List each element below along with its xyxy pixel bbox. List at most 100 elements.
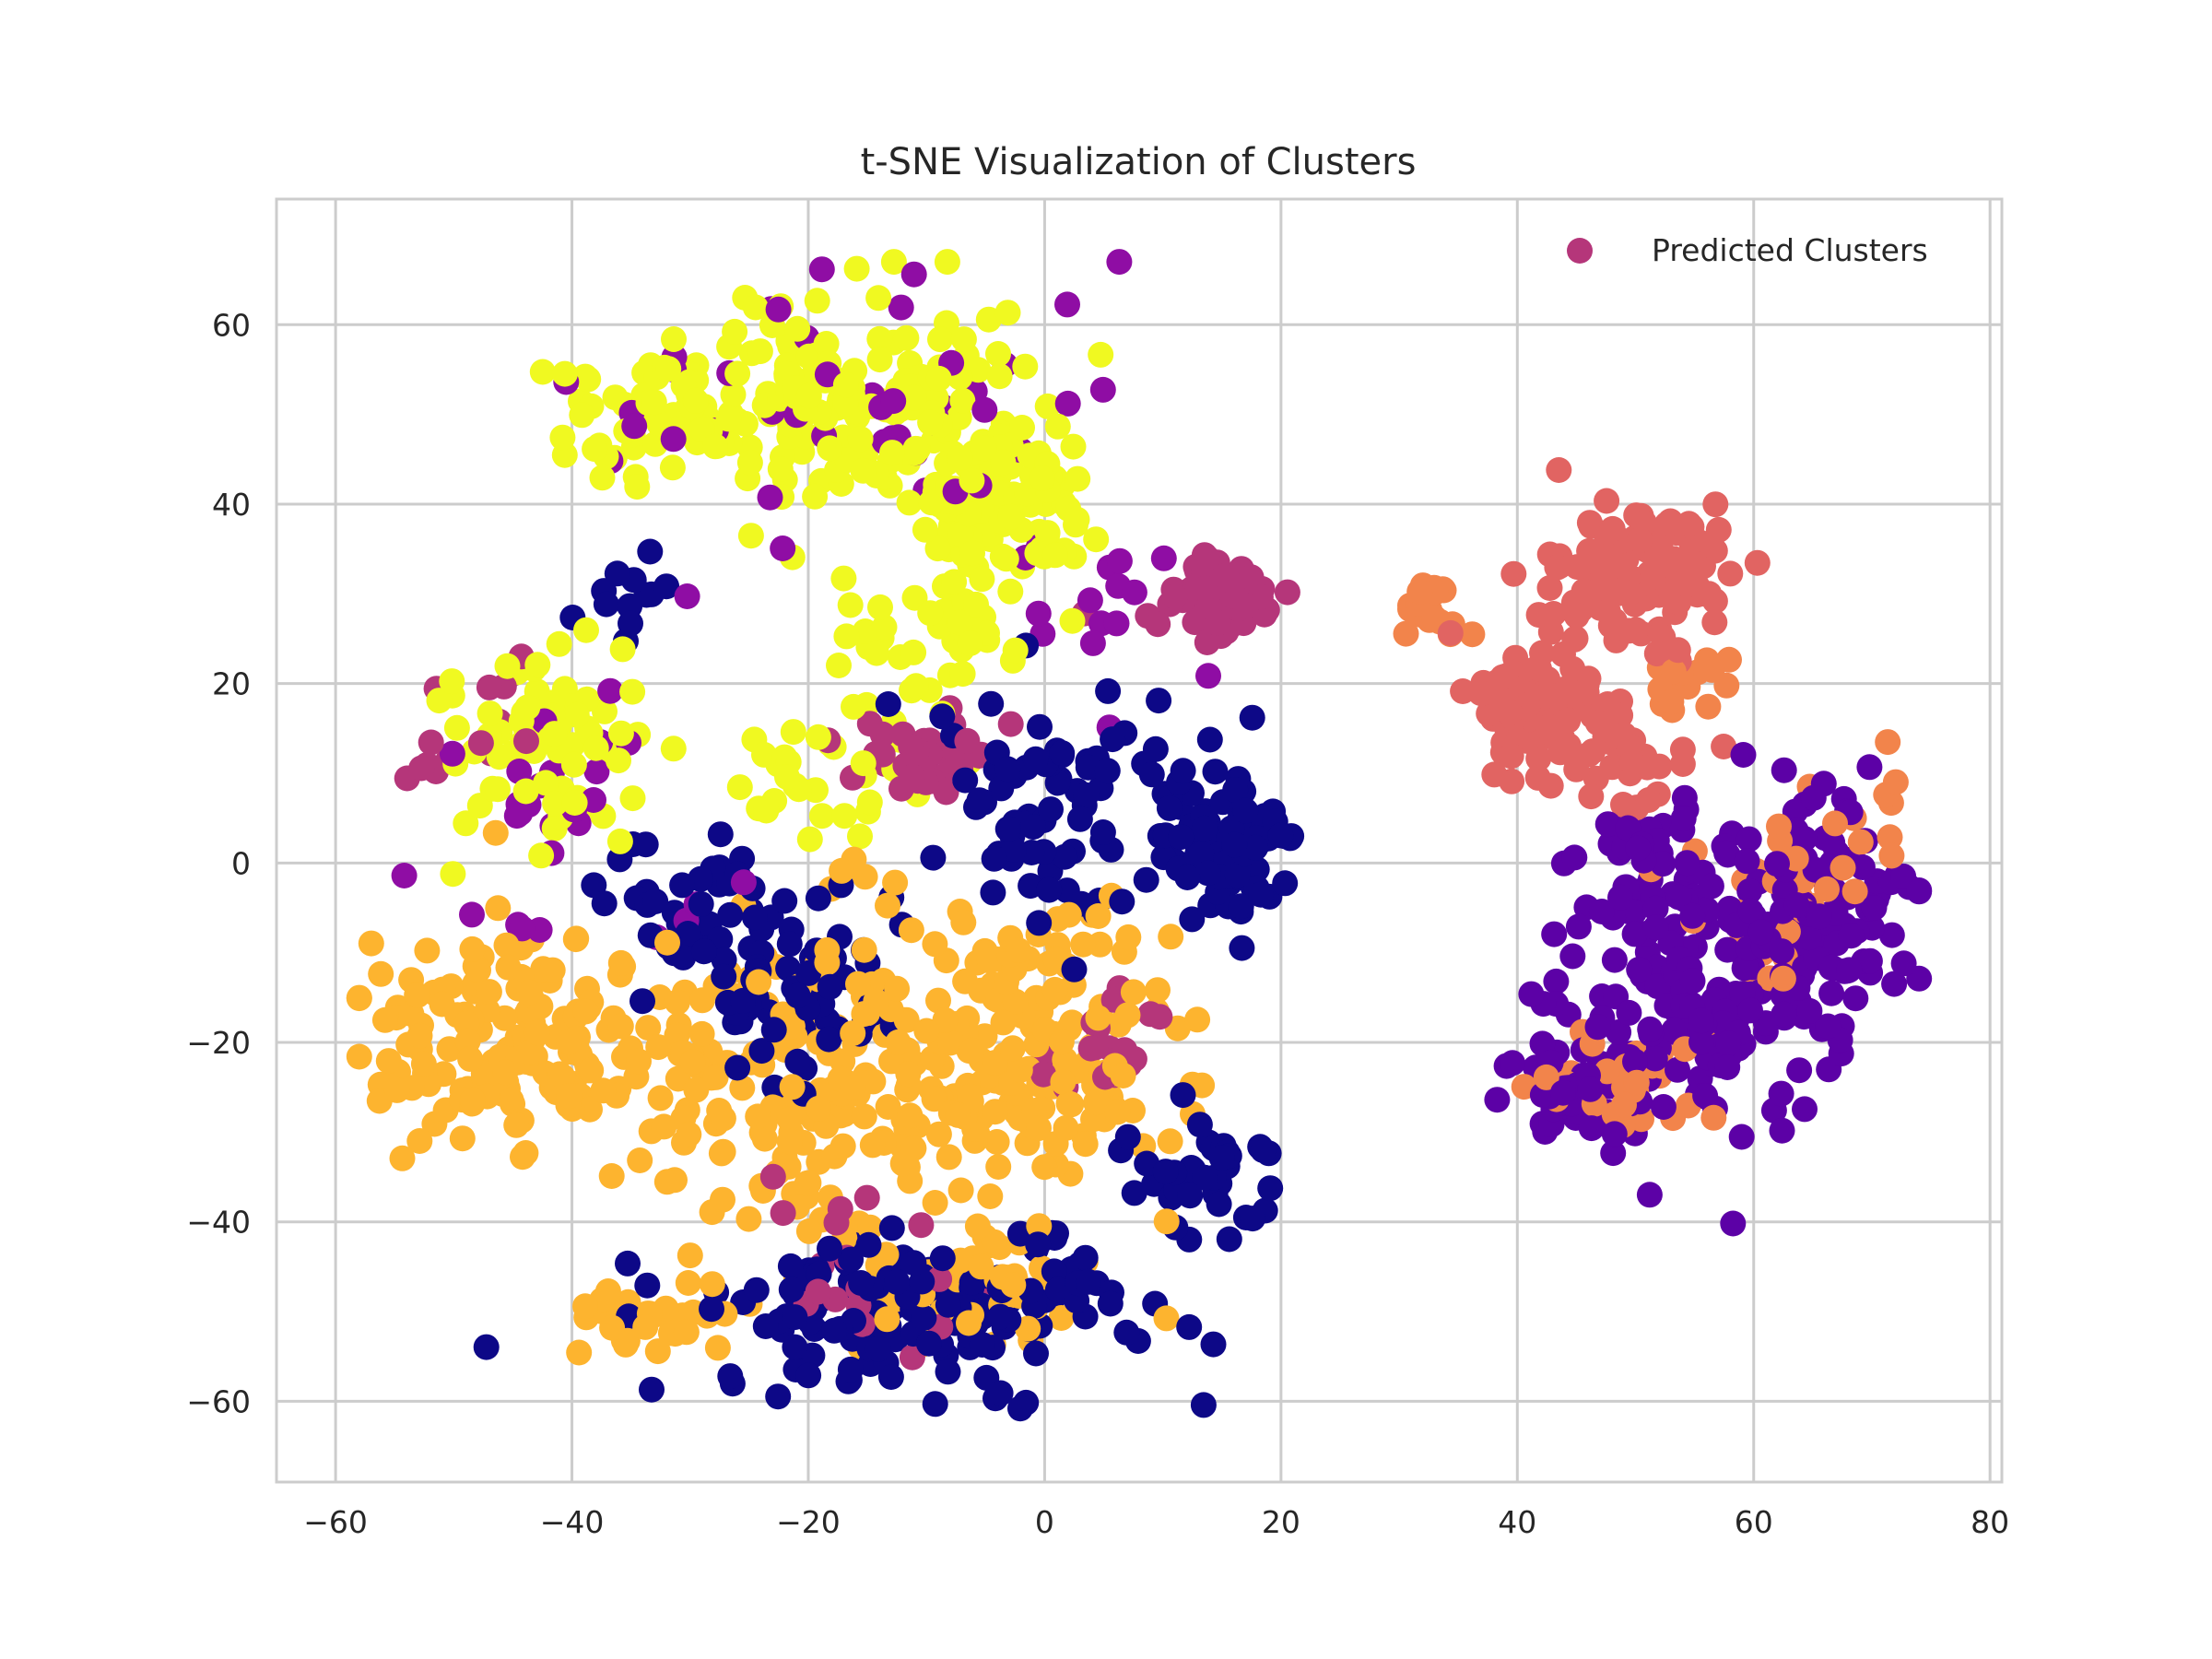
data-point [838, 1246, 865, 1273]
data-point [911, 1304, 937, 1331]
data-point [1113, 1319, 1140, 1346]
data-point [770, 1200, 796, 1227]
y-tick-label: 60 [212, 307, 251, 343]
data-point [1584, 1014, 1611, 1041]
data-point [1660, 658, 1687, 685]
data-point [1145, 611, 1171, 638]
data-point [682, 387, 709, 414]
data-point [724, 360, 751, 387]
data-point [986, 363, 1013, 390]
data-point [848, 1270, 875, 1296]
data-point [859, 1132, 886, 1159]
data-point [1170, 1082, 1196, 1109]
data-point [900, 763, 926, 790]
data-point [933, 779, 959, 806]
data-point [827, 1195, 853, 1222]
data-point [371, 1006, 398, 1033]
data-point [898, 917, 924, 944]
data-point [1095, 677, 1122, 704]
data-point [533, 770, 559, 796]
data-point [746, 969, 772, 995]
data-point [964, 1213, 991, 1240]
data-point [1030, 1061, 1057, 1088]
data-point [607, 720, 634, 747]
data-point [941, 569, 968, 595]
data-point [1012, 353, 1039, 380]
data-point [549, 424, 576, 451]
data-point [957, 630, 983, 656]
data-point [1670, 806, 1697, 832]
data-point [1627, 526, 1653, 553]
data-point [722, 318, 748, 345]
data-point [1120, 979, 1147, 1006]
data-point [987, 1303, 1013, 1330]
data-point [1157, 1128, 1183, 1155]
data-point [1161, 583, 1188, 610]
data-point [618, 610, 643, 637]
data-point [840, 1074, 866, 1100]
data-point [1561, 844, 1588, 871]
data-point [593, 591, 619, 618]
data-point [1526, 655, 1552, 682]
data-point [1052, 843, 1078, 870]
data-point [935, 1359, 961, 1385]
data-point [959, 467, 985, 494]
data-point [459, 901, 485, 928]
data-point [683, 1077, 710, 1103]
data-point [1564, 554, 1591, 581]
data-point [1156, 794, 1182, 821]
data-point [1138, 761, 1165, 788]
data-point [710, 1105, 736, 1132]
data-point [1665, 884, 1692, 911]
data-point [1544, 554, 1571, 581]
data-point [879, 440, 905, 466]
data-point [675, 1270, 701, 1296]
data-point [922, 1190, 948, 1216]
data-point [459, 935, 486, 962]
data-point [1029, 465, 1055, 491]
data-point [925, 1121, 952, 1147]
data-point [1216, 1226, 1242, 1253]
data-point [627, 1147, 653, 1173]
data-point [1747, 919, 1774, 946]
data-point [1242, 834, 1269, 861]
data-point [1248, 881, 1275, 908]
data-point [829, 857, 855, 884]
data-point [1878, 922, 1905, 948]
data-point [1085, 903, 1112, 929]
data-point [1137, 1001, 1164, 1028]
data-point [1641, 1045, 1668, 1072]
data-point [1676, 511, 1702, 537]
data-point [1083, 1089, 1110, 1116]
data-point [888, 294, 914, 321]
data-point [1882, 769, 1909, 795]
data-point [1195, 663, 1221, 689]
data-point [418, 729, 444, 756]
data-point [804, 288, 830, 314]
data-point [1002, 988, 1029, 1015]
data-point [1150, 545, 1177, 571]
data-point [1622, 617, 1649, 643]
scatter-points [346, 249, 1933, 1422]
data-point [1796, 997, 1823, 1024]
data-point [1559, 943, 1586, 970]
data-point [510, 1144, 535, 1171]
data-point [875, 691, 901, 717]
data-point [1058, 1091, 1085, 1118]
data-point [774, 764, 800, 791]
y-tick-label: 20 [212, 666, 251, 702]
data-point [1700, 1104, 1727, 1131]
data-point [516, 979, 543, 1006]
data-point [606, 747, 631, 774]
data-point [784, 315, 811, 342]
data-point [1007, 1395, 1033, 1422]
data-point [874, 1306, 900, 1333]
data-point [1578, 1115, 1605, 1142]
data-point [1730, 742, 1757, 768]
data-point [482, 819, 509, 846]
data-point [864, 640, 890, 666]
x-axis-ticks: −60 −40 −20 0 20 40 60 80 [303, 1504, 2009, 1540]
data-point [1847, 829, 1874, 855]
data-point [952, 767, 979, 794]
data-point [765, 296, 792, 323]
